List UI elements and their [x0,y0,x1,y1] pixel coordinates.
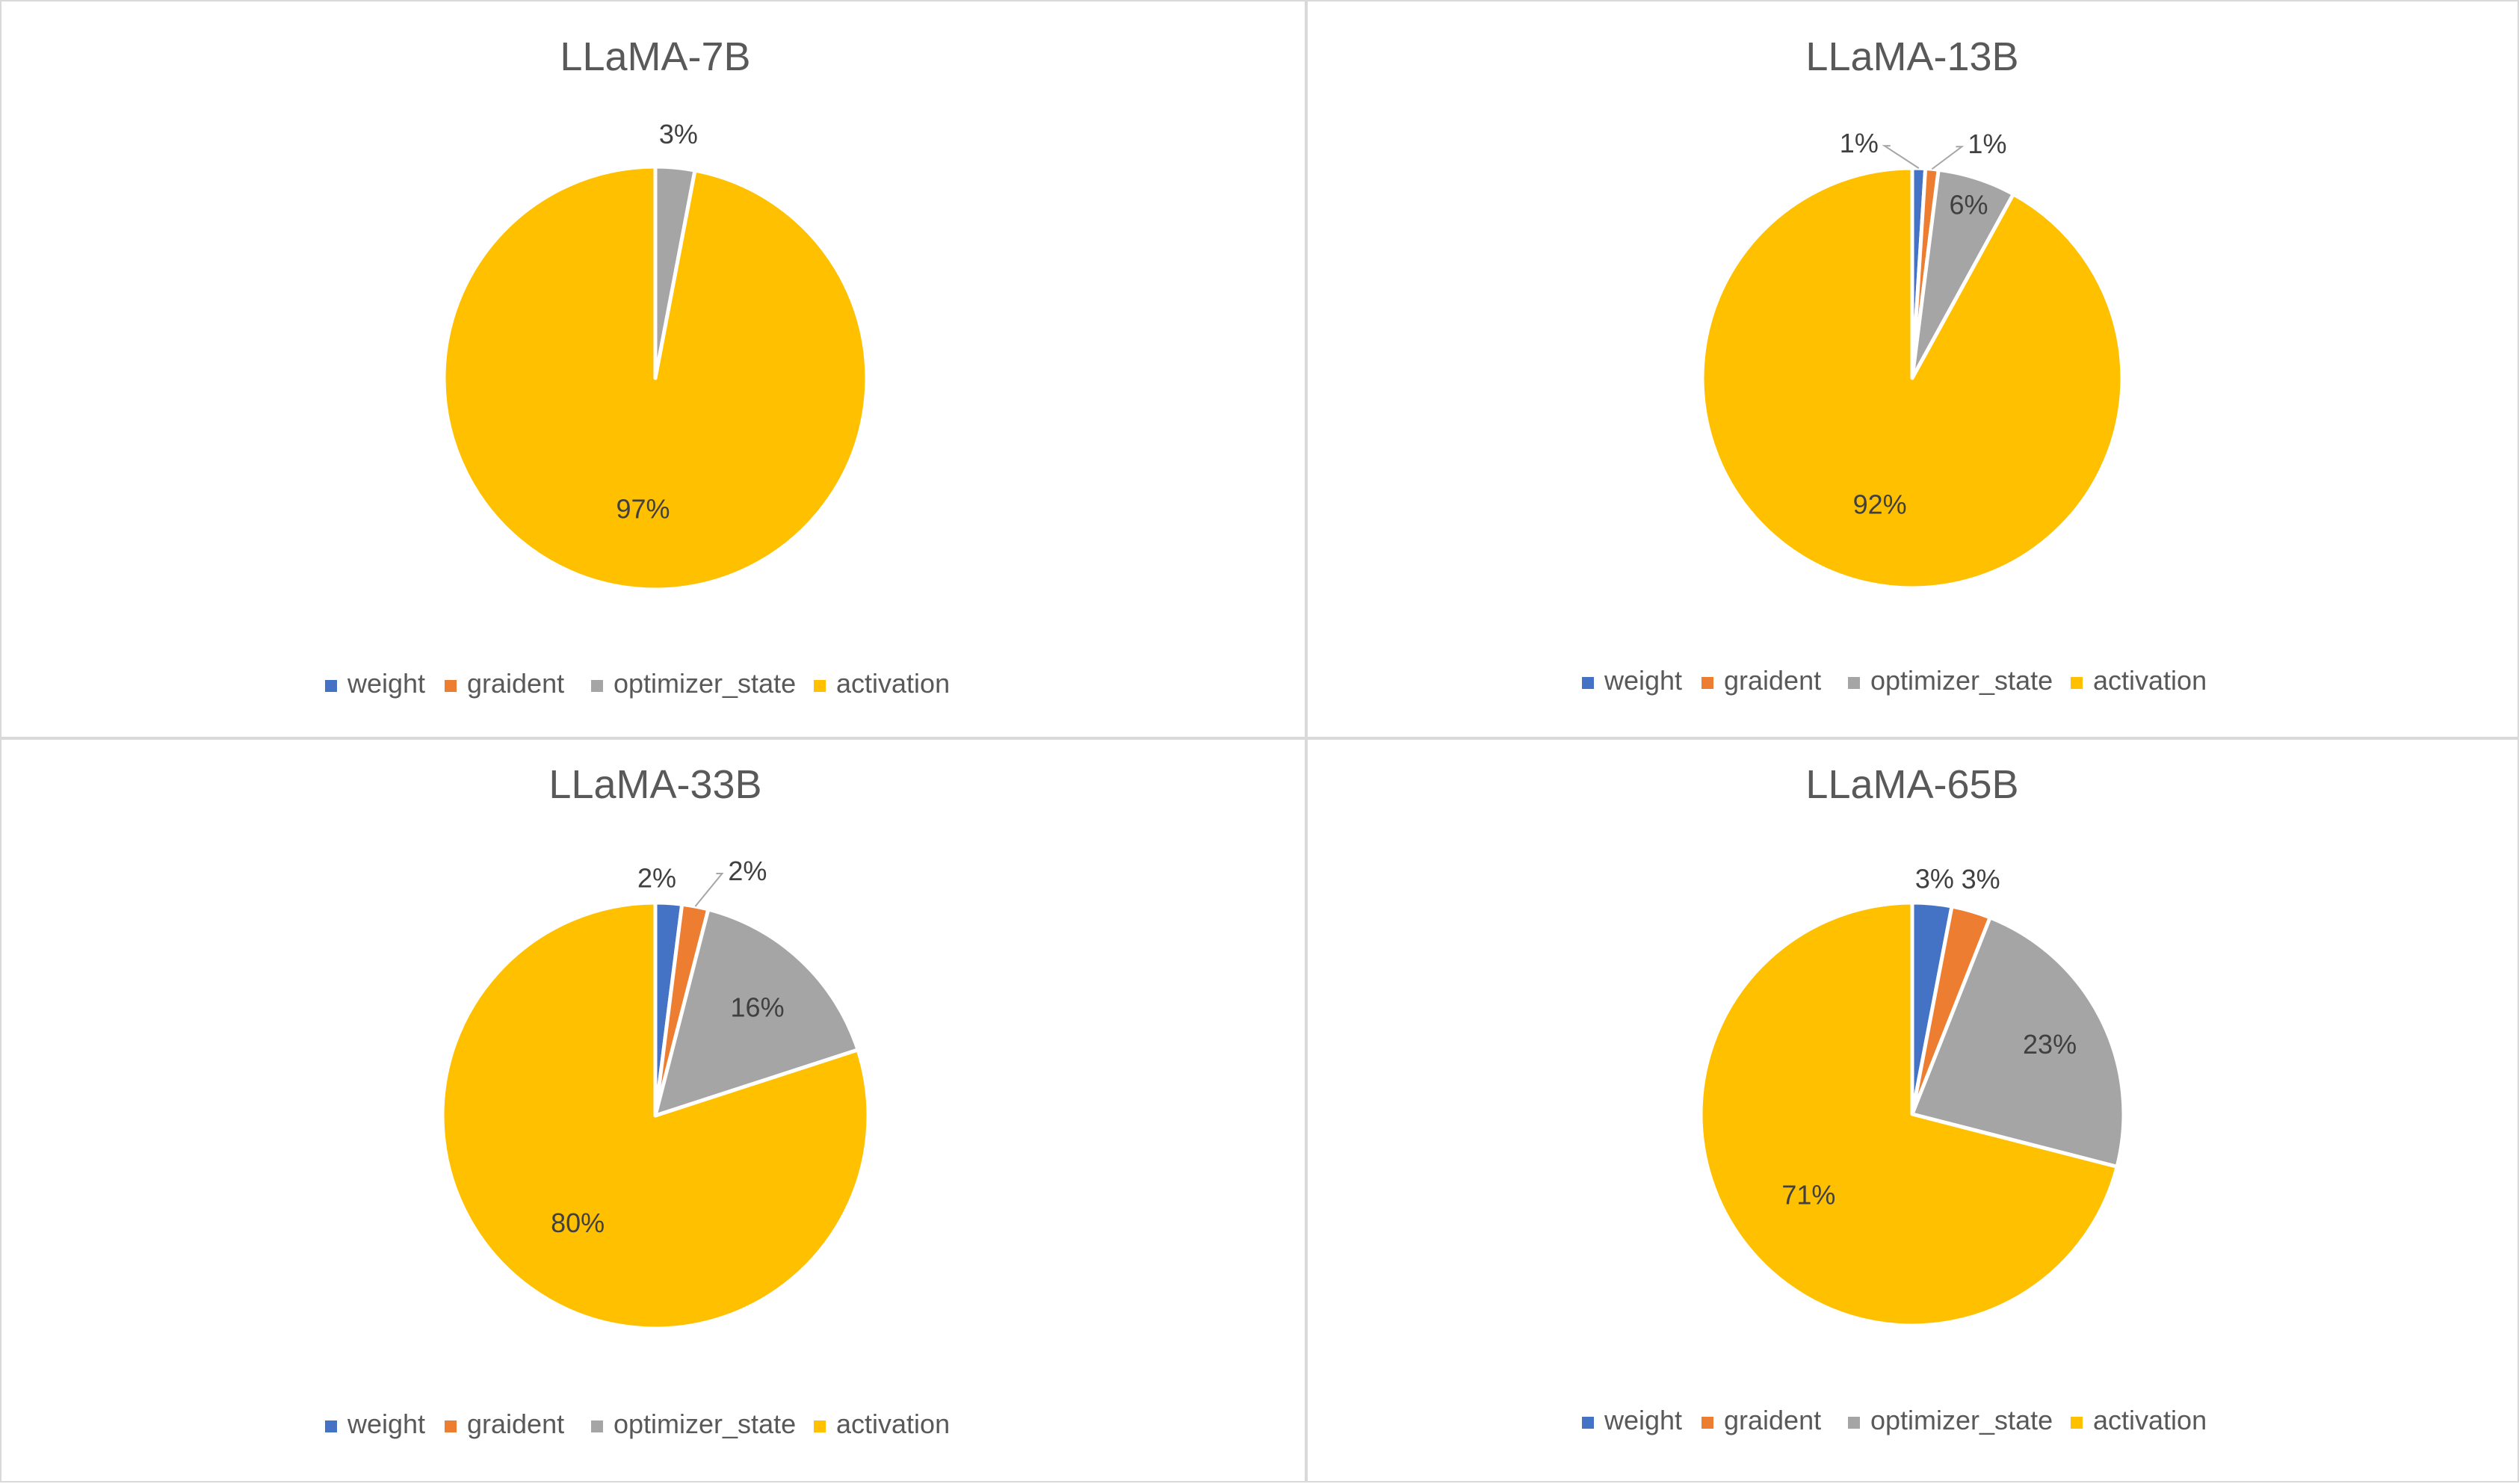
pie-slice-activation [1699,900,2119,1328]
legend-swatch-weight [325,1420,337,1432]
data-label-optimizer-state: 3% [659,119,698,149]
legend-label-activation: activation [836,1409,950,1439]
legend-swatch-weight [325,680,337,692]
legend-swatch-optimizer-state [591,1420,603,1432]
pie-chart-llama-65b: LLaMA-65B 3% 3% 23% 71% weight graident optimiz… [1582,762,2207,1435]
legend-label-graident: graident [1724,665,1821,696]
legend-swatch-optimizer-state [1848,677,1860,689]
legend-swatch-optimizer-state [1848,1417,1860,1429]
chart-title: LLaMA-13B [1805,34,2018,79]
data-label-activation: 92% [1853,489,1907,520]
legend: weight graident optimizer_state activation [1582,1405,2207,1435]
chart-panel-llama-7b: LLaMA-7B 3% 97% weight graident optimizer_sta… [0,0,1306,738]
legend-label-graident: graident [467,1409,564,1439]
pie-chart-llama-7b: LLaMA-7B 3% 97% weight graident optimizer_sta… [325,34,950,699]
legend-swatch-graident [1702,677,1713,689]
leader-line [694,873,724,907]
legend-label-activation: activation [836,668,950,699]
chart-panel-llama-13b: LLaMA-13B 1% 1% 6% 92% weight graident optimize… [1306,0,2519,738]
legend-swatch-weight [1582,1417,1594,1429]
legend: weight graident optimizer_state activation [325,668,950,699]
data-label-optimizer-state: 6% [1950,189,1988,220]
pie-slice-optimizer-state [1910,915,2126,1169]
pie-slice-activation [442,164,869,592]
legend-label-graident: graident [1724,1405,1821,1435]
legend-label-weight: weight [1604,1405,1682,1435]
leader-line [1931,146,1965,170]
legend-label-optimizer-state: optimizer_state [1870,1405,2053,1435]
legend-label-activation: activation [2093,1405,2207,1435]
legend-label-graident: graident [467,668,564,699]
chart-panel-llama-65b: LLaMA-65B 3% 3% 23% 71% weight graident optimiz… [1306,738,2519,1483]
pie-chart-llama-13b: LLaMA-13B 1% 1% 6% 92% weight graident optimize… [1582,34,2207,696]
legend-swatch-optimizer-state [591,680,603,692]
data-label-weight: 3% [1915,863,1954,894]
data-label-optimizer-state: 16% [731,992,785,1023]
data-label-weight: 2% [637,862,676,893]
legend-label-weight: weight [1604,665,1682,696]
legend-label-optimizer-state: optimizer_state [613,1409,796,1439]
legend: weight graident optimizer_state activation [325,1409,950,1439]
pie-chart-llama-33b: LLaMA-33B 2% 2% 16% 80% weight graident optimiz… [325,762,950,1439]
chart-panel-llama-33b: LLaMA-33B 2% 2% 16% 80% weight graident optimiz… [0,738,1306,1483]
data-label-activation: 97% [616,494,670,525]
legend-swatch-weight [1582,677,1594,689]
pie-slice-activation [440,900,871,1331]
chart-title: LLaMA-65B [1805,762,2018,807]
legend-label-activation: activation [2093,665,2207,696]
legend-label-optimizer-state: optimizer_state [613,668,796,699]
legend-swatch-graident [445,680,457,692]
leader-line [1882,145,1920,169]
legend-swatch-graident [445,1420,457,1432]
legend: weight graident optimizer_state activation [1582,665,2207,696]
chart-title: LLaMA-7B [560,34,750,79]
legend-swatch-activation [814,680,826,692]
legend-swatch-activation [2071,677,2083,689]
legend-swatch-activation [814,1420,826,1432]
legend-label-optimizer-state: optimizer_state [1870,665,2053,696]
data-label-activation: 71% [1781,1180,1835,1211]
legend-label-weight: weight [347,1409,425,1439]
data-label-optimizer-state: 23% [2023,1029,2077,1060]
pie-slice-activation [1700,166,2124,590]
data-label-activation: 80% [551,1208,605,1238]
data-label-graident: 1% [1968,129,2006,159]
data-label-graident: 3% [1962,864,2000,894]
chart-title: LLaMA-33B [548,762,761,807]
legend-label-weight: weight [347,668,425,699]
legend-swatch-graident [1702,1417,1713,1429]
legend-swatch-activation [2071,1417,2083,1429]
data-label-graident: 2% [728,856,767,886]
data-label-weight: 1% [1840,128,1879,158]
pie-slice-optimizer-state [653,907,860,1118]
